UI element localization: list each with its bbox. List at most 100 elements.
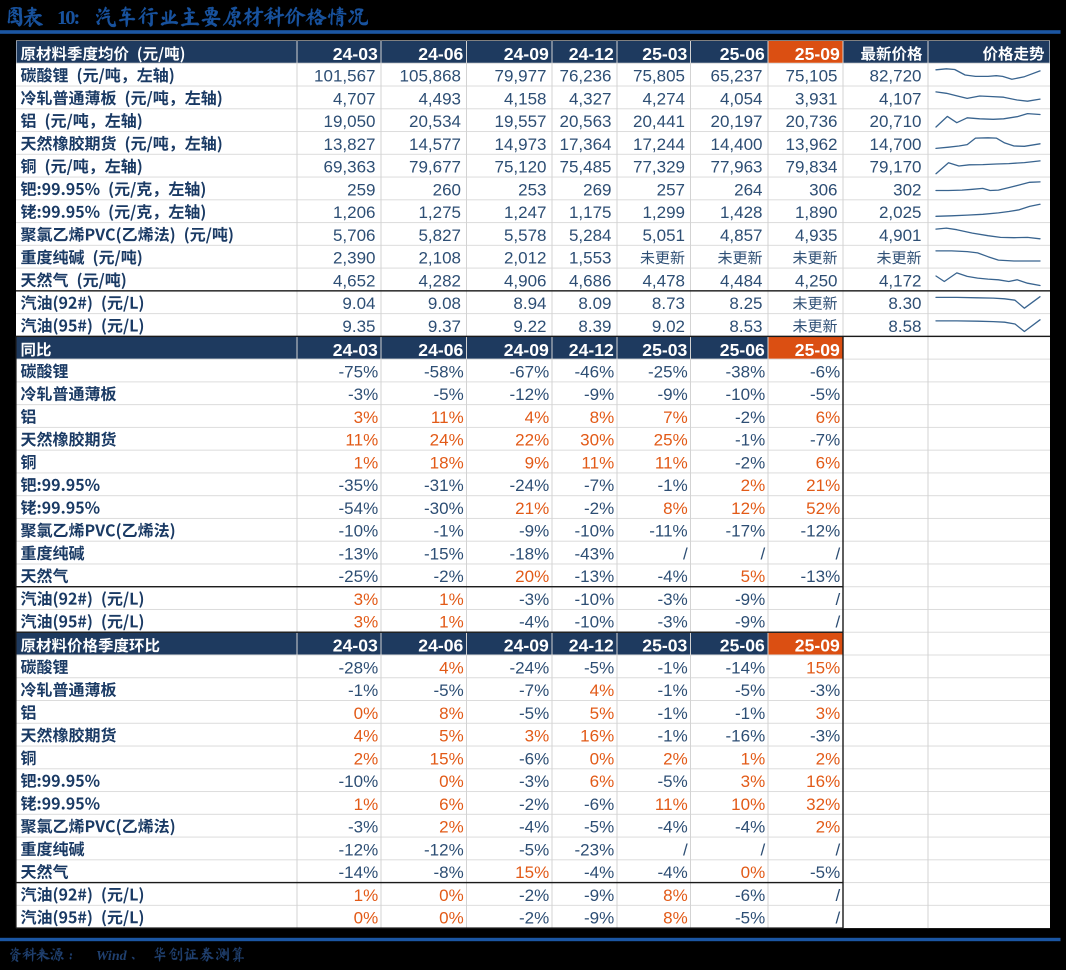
svg-text:1,275: 1,275 xyxy=(418,203,461,222)
svg-text:0%: 0% xyxy=(439,909,464,928)
svg-text:4,172: 4,172 xyxy=(879,271,922,290)
svg-text:-5%: -5% xyxy=(433,681,463,700)
svg-text:8.39: 8.39 xyxy=(578,317,611,336)
svg-text:-13%: -13% xyxy=(575,567,615,586)
svg-text:-43%: -43% xyxy=(575,544,615,563)
svg-text:6%: 6% xyxy=(816,408,841,427)
svg-text:/: / xyxy=(760,840,765,859)
svg-text:75,805: 75,805 xyxy=(633,67,685,86)
svg-text:20,441: 20,441 xyxy=(633,112,685,131)
svg-text:20,534: 20,534 xyxy=(409,112,461,131)
svg-text:0%: 0% xyxy=(590,749,615,768)
svg-text:24-09: 24-09 xyxy=(504,340,549,360)
svg-text:5,051: 5,051 xyxy=(642,226,685,245)
svg-text:-15%: -15% xyxy=(424,544,464,563)
svg-text:-9%: -9% xyxy=(735,590,765,609)
svg-text:-1%: -1% xyxy=(657,476,687,495)
svg-text:32%: 32% xyxy=(806,795,840,814)
svg-text:-14%: -14% xyxy=(726,658,766,677)
svg-text:-5%: -5% xyxy=(519,840,549,859)
svg-text:17,364: 17,364 xyxy=(560,135,612,154)
svg-text:75,485: 75,485 xyxy=(560,158,612,177)
svg-text:269: 269 xyxy=(583,180,611,199)
svg-text:24-12: 24-12 xyxy=(569,636,614,656)
svg-text:-1%: -1% xyxy=(348,681,378,700)
svg-text:-46%: -46% xyxy=(575,362,615,381)
svg-text:2%: 2% xyxy=(816,749,841,768)
svg-text:-17%: -17% xyxy=(726,522,766,541)
svg-text:-5%: -5% xyxy=(584,658,614,677)
svg-text:-3%: -3% xyxy=(348,385,378,404)
svg-text:0%: 0% xyxy=(354,704,379,723)
svg-text:/: / xyxy=(835,909,840,928)
svg-text:4,935: 4,935 xyxy=(795,226,838,245)
svg-text:24-06: 24-06 xyxy=(418,44,463,64)
svg-text:65,237: 65,237 xyxy=(711,67,763,86)
svg-text:306: 306 xyxy=(809,180,837,199)
svg-text:5%: 5% xyxy=(439,727,464,746)
svg-text:-75%: -75% xyxy=(339,362,379,381)
svg-text:-2%: -2% xyxy=(519,795,549,814)
svg-text:101,567: 101,567 xyxy=(314,67,375,86)
svg-text:-1%: -1% xyxy=(657,658,687,677)
svg-text:2,025: 2,025 xyxy=(879,203,922,222)
svg-text:-4%: -4% xyxy=(657,818,687,837)
svg-text:24%: 24% xyxy=(430,431,464,450)
svg-text:-18%: -18% xyxy=(510,544,550,563)
svg-text:6%: 6% xyxy=(439,795,464,814)
svg-text:79,677: 79,677 xyxy=(409,158,461,177)
svg-text:24-06: 24-06 xyxy=(418,340,463,360)
svg-text:-24%: -24% xyxy=(510,476,550,495)
svg-text:4,250: 4,250 xyxy=(795,271,838,290)
svg-text:10:: 10: xyxy=(57,7,79,29)
svg-text:25-09: 25-09 xyxy=(795,44,840,64)
svg-text:-1%: -1% xyxy=(657,704,687,723)
svg-text:-7%: -7% xyxy=(584,476,614,495)
svg-text:21%: 21% xyxy=(806,476,840,495)
svg-text:-58%: -58% xyxy=(424,362,464,381)
svg-text:-3%: -3% xyxy=(810,681,840,700)
svg-text:-3%: -3% xyxy=(519,772,549,791)
svg-text:/: / xyxy=(835,886,840,905)
svg-text:9.35: 9.35 xyxy=(342,317,375,336)
svg-text:8.53: 8.53 xyxy=(729,317,762,336)
svg-text:15%: 15% xyxy=(430,749,464,768)
svg-text:20,710: 20,710 xyxy=(870,112,922,131)
svg-text:1,890: 1,890 xyxy=(795,203,838,222)
svg-text:-9%: -9% xyxy=(657,385,687,404)
svg-text:3%: 3% xyxy=(816,704,841,723)
svg-text:-31%: -31% xyxy=(424,476,464,495)
svg-text:-2%: -2% xyxy=(584,499,614,518)
svg-text:-5%: -5% xyxy=(810,385,840,404)
svg-text:-5%: -5% xyxy=(810,863,840,882)
svg-text:-30%: -30% xyxy=(424,499,464,518)
svg-text:4,107: 4,107 xyxy=(879,89,922,108)
svg-text:253: 253 xyxy=(518,180,546,199)
svg-text:1%: 1% xyxy=(439,590,464,609)
svg-text:20,197: 20,197 xyxy=(711,112,763,131)
svg-text:4,054: 4,054 xyxy=(720,89,763,108)
svg-text:-9%: -9% xyxy=(584,385,614,404)
svg-text:-1%: -1% xyxy=(433,522,463,541)
svg-text:77,329: 77,329 xyxy=(633,158,685,177)
svg-text:4%: 4% xyxy=(525,408,550,427)
svg-text:2%: 2% xyxy=(354,749,379,768)
svg-text:-13%: -13% xyxy=(339,544,379,563)
svg-text:105,868: 105,868 xyxy=(400,67,461,86)
svg-text:1,553: 1,553 xyxy=(569,249,612,268)
svg-text:-54%: -54% xyxy=(339,499,379,518)
svg-text:-14%: -14% xyxy=(339,863,379,882)
svg-text:-12%: -12% xyxy=(801,522,841,541)
svg-text:9.08: 9.08 xyxy=(428,294,461,313)
svg-text:-1%: -1% xyxy=(735,431,765,450)
svg-text:24-03: 24-03 xyxy=(333,636,378,656)
svg-text:260: 260 xyxy=(433,180,461,199)
svg-text:14,700: 14,700 xyxy=(870,135,922,154)
svg-text:-13%: -13% xyxy=(801,567,841,586)
svg-text:-3%: -3% xyxy=(348,818,378,837)
svg-text:6%: 6% xyxy=(590,772,615,791)
svg-text:-5%: -5% xyxy=(657,772,687,791)
svg-text:52%: 52% xyxy=(806,499,840,518)
svg-text:11%: 11% xyxy=(431,408,464,427)
svg-text:13,962: 13,962 xyxy=(786,135,838,154)
